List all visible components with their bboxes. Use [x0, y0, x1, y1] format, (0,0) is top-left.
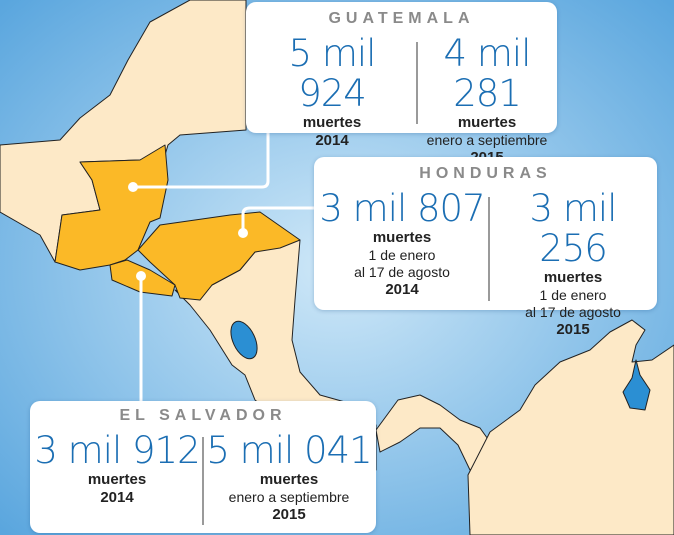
- stat-period: 1 de enero: [539, 287, 607, 303]
- colombia-land: [467, 319, 674, 535]
- stat-label: muertes: [457, 114, 517, 131]
- honduras-marker: [238, 228, 248, 238]
- stat-number: 5 mil 924: [288, 32, 377, 115]
- guatemala-region: [54, 144, 169, 271]
- stat-number: 3 mil 807: [319, 187, 485, 230]
- stat-label: muertes: [302, 114, 362, 131]
- divider: [488, 197, 490, 301]
- stat-year: 2015: [556, 321, 590, 338]
- el-salvador-card: EL SALVADOR 3 mil 912 muertes 2014 5 mil…: [30, 401, 376, 533]
- stat-year: 2014: [385, 281, 419, 298]
- honduras-card: HONDURAS 3 mil 807 muertes 1 de enero al…: [314, 157, 657, 338]
- stat-number: 5 mil 041: [206, 429, 372, 472]
- stat-label: muertes: [372, 229, 432, 246]
- stat-number: 3 mil 256: [529, 187, 618, 270]
- country-title: EL SALVADOR: [119, 407, 287, 424]
- stat-number: 4 mil 281: [443, 32, 532, 115]
- stat-period: enero a septiembre: [426, 132, 548, 148]
- honduras-leader-line: [241, 206, 315, 233]
- country-title: HONDURAS: [419, 165, 552, 182]
- honduras-region: [137, 211, 301, 301]
- stat-period: al 17 de agosto: [525, 304, 621, 320]
- guatemala-card: GUATEMALA 5 mil 924 muertes 2014 4 mil 2…: [246, 2, 557, 166]
- stat-period: enero a septiembre: [228, 489, 350, 505]
- stat-number: 3 mil 912: [34, 429, 200, 472]
- guatemala-leader-line: [133, 133, 270, 189]
- stat-period: 1 de enero: [368, 247, 436, 263]
- stat-year: 2014: [100, 489, 134, 506]
- stat-year: 2015: [272, 506, 306, 523]
- stat-label: muertes: [259, 471, 319, 488]
- stat-period: al 17 de agosto: [354, 264, 450, 280]
- el-salvador-marker: [136, 271, 146, 281]
- country-title: GUATEMALA: [328, 10, 475, 27]
- guatemala-marker: [128, 182, 138, 192]
- stat-label: muertes: [543, 269, 603, 286]
- lake-maracaibo: [622, 359, 651, 411]
- stat-year: 2014: [315, 132, 349, 149]
- divider: [416, 42, 418, 124]
- lake-nicaragua: [230, 320, 258, 360]
- stat-label: muertes: [87, 471, 147, 488]
- divider: [202, 437, 204, 525]
